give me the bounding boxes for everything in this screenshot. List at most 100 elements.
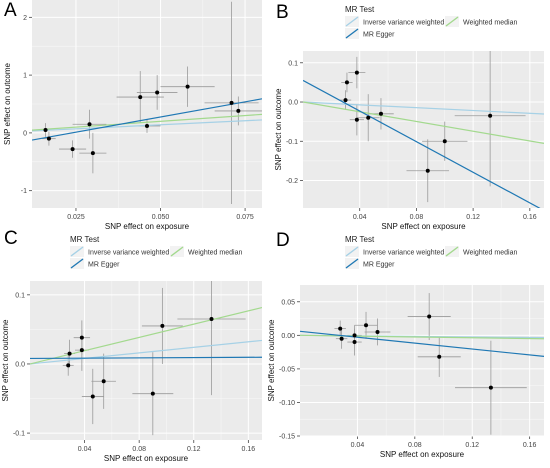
panel-label: B	[276, 2, 289, 23]
data-point	[66, 363, 71, 368]
plot-area	[303, 51, 544, 208]
legend: MR Test Inverse variance weighted Weighted…	[345, 235, 517, 269]
legend-key-line	[70, 246, 84, 257]
x-tick-label: 0.08	[132, 446, 146, 453]
x-tick-label: 0.075	[236, 214, 254, 221]
y-tick-label: 2	[23, 15, 27, 22]
data-point	[43, 128, 48, 132]
data-point	[488, 113, 493, 118]
x-tick-label: 0.12	[187, 446, 201, 453]
x-tick-label: 0.12	[466, 214, 480, 221]
data-point	[138, 95, 143, 100]
legend-entry: Inverse variance weighted	[363, 20, 444, 27]
panel-c: C MR Test Inverse variance weighted Weighte…	[1, 228, 262, 463]
data-point	[375, 329, 380, 334]
y-tick-label: 0.05	[281, 299, 295, 306]
panel-label: D	[276, 230, 290, 251]
data-point	[46, 136, 51, 141]
regression-line	[303, 101, 544, 144]
y-tick-label: 0.0	[15, 361, 25, 368]
data-point	[427, 314, 432, 319]
x-axis-title: SNP effect on exposure	[381, 222, 466, 231]
y-tick-label: -0.15	[279, 434, 295, 441]
y-tick-label: -1	[21, 188, 27, 195]
plot-content	[303, 51, 544, 208]
y-tick-label: 0	[23, 130, 27, 137]
y-axis-title: SNP effect on outcome	[3, 62, 12, 145]
data-point	[425, 168, 430, 173]
data-point	[442, 139, 447, 144]
x-tick-label: 0.04	[78, 446, 92, 453]
data-point	[338, 326, 343, 331]
x-axis-title: SNP effect on exposure	[104, 454, 189, 463]
x-tick-label: 0.16	[523, 214, 537, 221]
regression-line	[30, 356, 262, 360]
plot-content	[32, 1, 262, 204]
x-tick-label: 0.12	[465, 442, 479, 449]
x-axis-title: SNP effect on exposure	[105, 222, 190, 231]
legend-title: MR Test	[70, 235, 100, 244]
x-tick-label: 0.08	[410, 214, 424, 221]
legend-key-line	[345, 28, 359, 39]
data-point	[437, 354, 442, 359]
data-point	[90, 394, 95, 399]
data-point	[343, 98, 348, 103]
data-point	[101, 379, 106, 384]
y-tick-label: -0.05	[279, 366, 295, 373]
data-point	[79, 335, 84, 340]
data-point	[145, 123, 149, 128]
panel-d: D MR Test Inverse variance weighted Weighte…	[267, 230, 544, 459]
data-point	[155, 90, 160, 95]
regression-line	[303, 101, 544, 115]
legend: MR Test Inverse variance weighted Weighted…	[345, 5, 517, 39]
y-tick-label: 1	[23, 73, 27, 80]
x-tick-label: 0.050	[152, 214, 170, 221]
y-axis-title: SNP effect on outcome	[1, 319, 10, 402]
y-tick-label: -0.10	[279, 400, 295, 407]
data-point	[352, 340, 357, 345]
data-point	[209, 317, 214, 322]
data-point	[354, 117, 359, 122]
y-tick-label: -0.1	[13, 431, 25, 438]
legend-entry: MR Egger	[88, 262, 120, 269]
data-point	[488, 385, 493, 390]
data-point	[160, 323, 165, 328]
legend-title: MR Test	[345, 5, 375, 14]
data-point	[70, 147, 75, 152]
data-point	[236, 108, 241, 113]
x-tick-label: 0.16	[242, 446, 256, 453]
data-point	[344, 80, 349, 85]
regression-line	[32, 113, 262, 131]
legend-entry: MR Egger	[363, 32, 395, 39]
panel-label: A	[4, 0, 17, 21]
plot-content	[30, 281, 262, 436]
panel-b: B MR Test Inverse variance weighted Weighte…	[274, 2, 544, 231]
legend: MR Test Inverse variance weighted Weighted…	[70, 235, 242, 269]
regression-line	[300, 330, 544, 358]
data-point	[87, 122, 92, 127]
y-tick-label: -0.1	[286, 139, 298, 146]
y-tick-label: 0.1	[288, 60, 298, 67]
data-point	[354, 70, 359, 75]
y-tick-label: 0.00	[281, 333, 295, 340]
data-point	[185, 84, 190, 89]
y-axis-title: SNP effect on outcome	[267, 319, 276, 402]
legend-entry: Weighted median	[463, 20, 517, 27]
legend-title: MR Test	[345, 235, 375, 244]
legend-key-line	[345, 16, 359, 27]
data-point	[67, 351, 72, 356]
legend-key-line	[445, 246, 459, 257]
regression-line	[303, 79, 541, 208]
data-point	[339, 336, 344, 341]
legend-key-line	[345, 258, 359, 269]
data-point	[150, 391, 155, 396]
y-tick-label: 0.1	[15, 292, 25, 299]
regression-line	[32, 98, 262, 141]
data-point	[229, 100, 234, 105]
data-point	[364, 323, 369, 328]
y-axis-title: SNP effect on outcome	[274, 88, 283, 171]
legend-key-line	[170, 246, 184, 257]
